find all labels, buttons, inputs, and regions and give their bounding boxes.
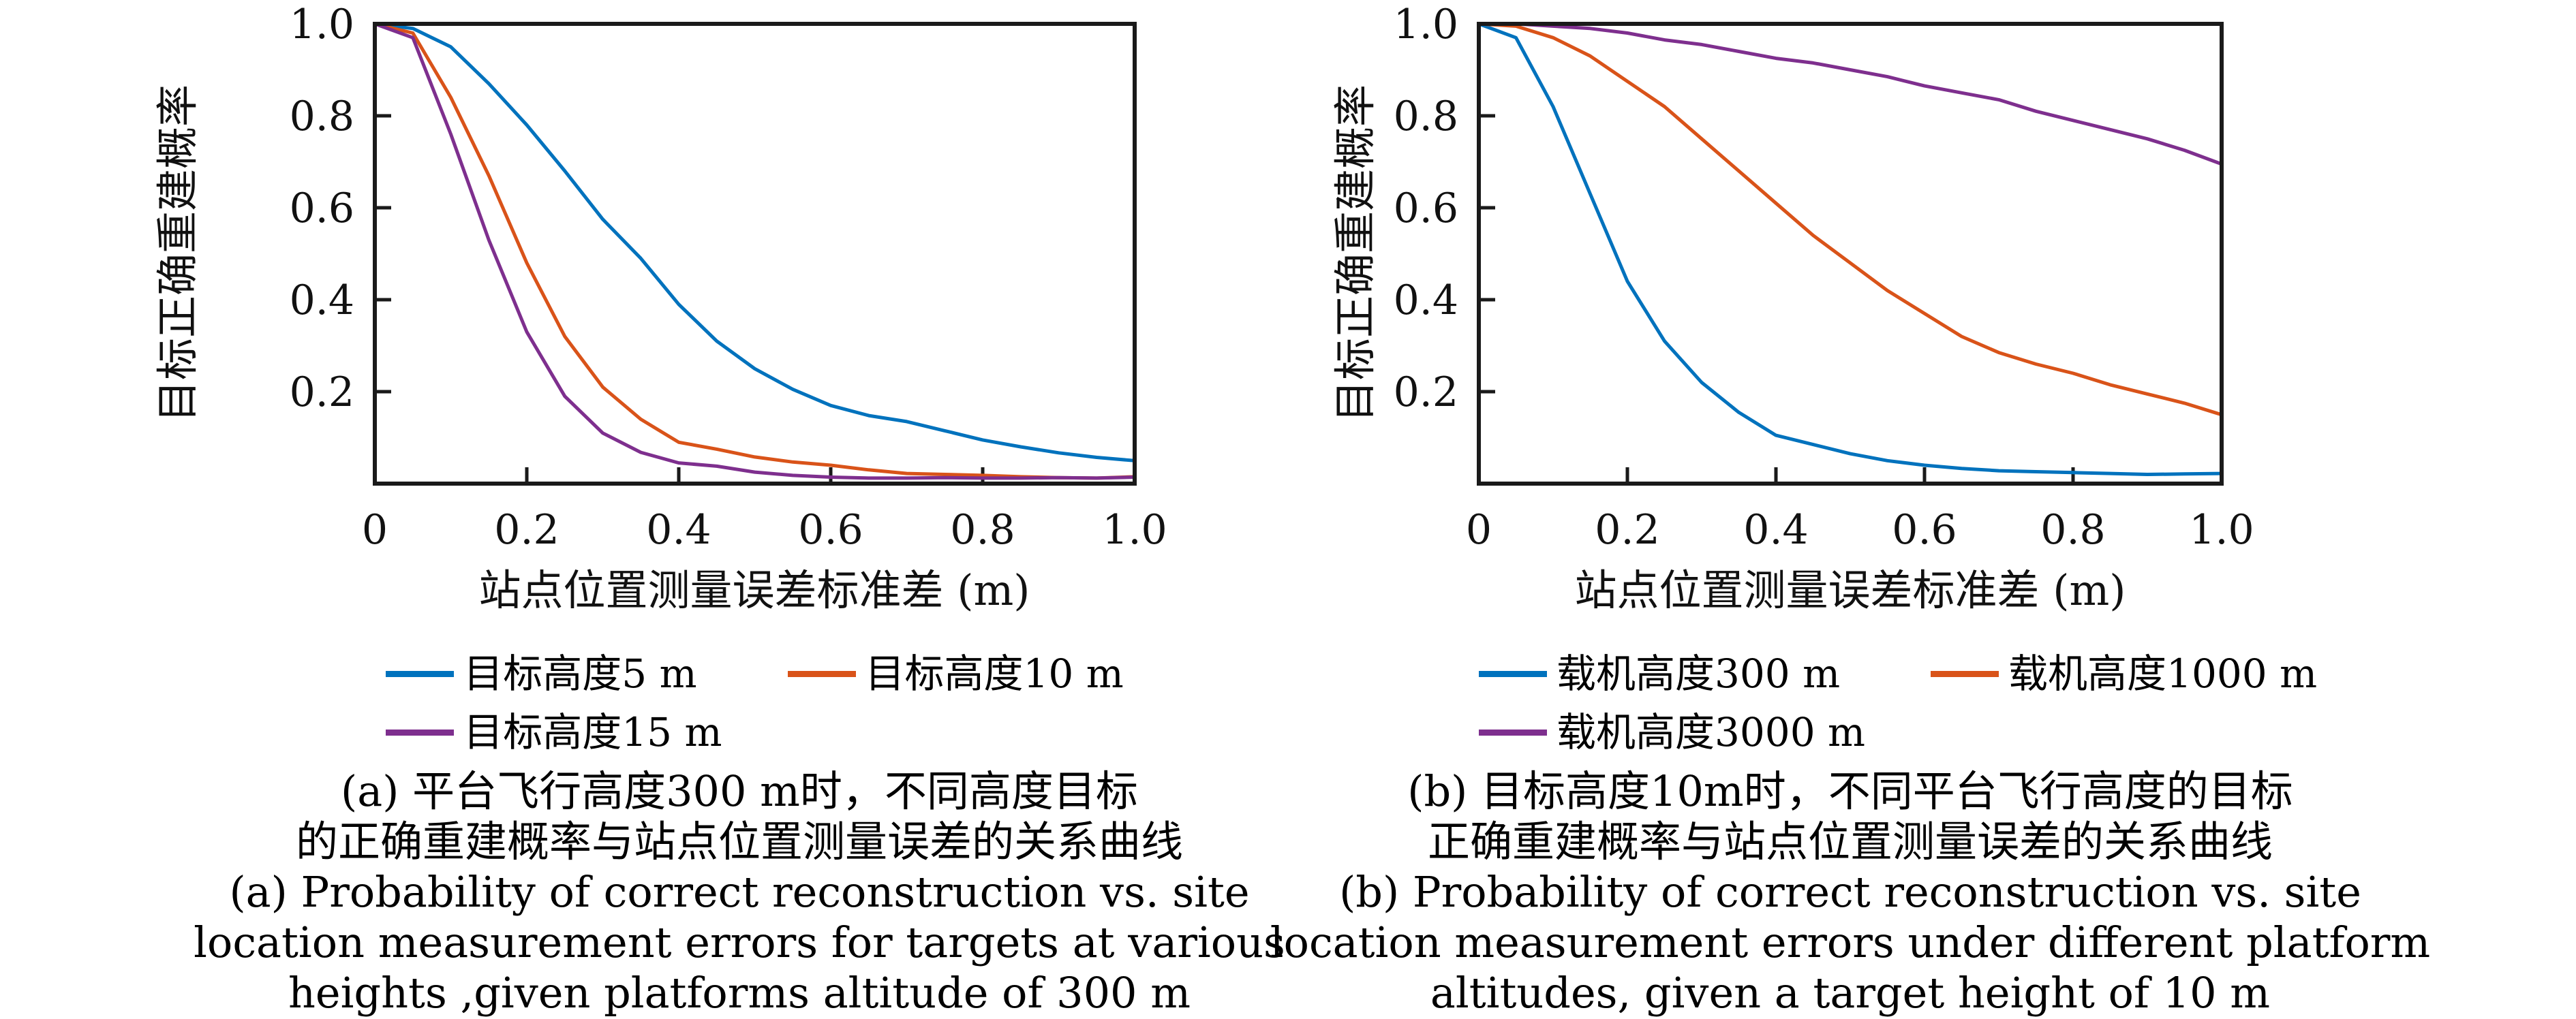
- y-tick-label: 1.0: [1394, 1, 1458, 48]
- legend-a: 目标高度5 m 目标高度10 m 目标高度15 m: [375, 644, 1135, 754]
- legend-b: 载机高度300 m 载机高度1000 m 载机高度3000 m: [1479, 644, 2317, 754]
- panel-a: 目标正确重建概率 站点位置测量误差标准差 (m) 0 0.2 0.4 0.6 0.8 1.…: [153, 1, 1285, 1018]
- y-tick-label: 0.8: [290, 93, 354, 140]
- x-tick-label: 0.6: [798, 506, 863, 554]
- x-tick-label: 1.0: [2189, 506, 2254, 554]
- y-tick-label: 0.4: [290, 277, 354, 324]
- legend-item: 载机高度300 m: [1479, 652, 1865, 695]
- series-swatch: [1479, 670, 1547, 677]
- series-line-载机高度1000 m: [1477, 22, 2224, 417]
- legend-item: 目标高度10 m: [787, 650, 1124, 697]
- chart-b: 目标正确重建概率 站点位置测量误差标准差 (m) 0 0.2 0.4 0.6 0.8 1.…: [1330, 1, 2254, 615]
- legend-label: 目标高度15 m: [463, 709, 722, 755]
- y-tick-label: 0.4: [1394, 277, 1458, 324]
- legend-label: 目标高度5 m: [463, 650, 697, 697]
- x-axis-label: 站点位置测量误差标准差 (m): [1575, 565, 2126, 615]
- legend-label: 载机高度3000 m: [1557, 709, 1866, 755]
- series-line-载机高度300 m: [1477, 22, 2224, 476]
- x-tick-label: 0.8: [950, 506, 1015, 554]
- x-tick-label: 0.2: [494, 506, 559, 554]
- series-swatch: [1931, 670, 1999, 677]
- y-tick-label: 0.6: [290, 185, 354, 232]
- legend-item: 目标高度15 m: [386, 710, 722, 754]
- legend-label: 目标高度10 m: [865, 650, 1124, 697]
- series-line-目标高度15 m: [373, 22, 1137, 480]
- y-tick-label: 0.8: [1394, 93, 1458, 140]
- caption-a: (a) 平台飞行高度300 m时，不同高度目标 的正确重建概率与站点位置测量误差…: [95, 766, 1383, 1018]
- x-tick-label: 0.8: [2040, 506, 2105, 554]
- caption-line: location measurement errors for targets …: [194, 918, 1285, 967]
- legend-item: 目标高度5 m: [386, 652, 722, 695]
- y-tick-label: 0.6: [1394, 185, 1458, 232]
- y-tick-label: 1.0: [290, 1, 354, 48]
- series-swatch: [386, 670, 455, 677]
- panel-b: 目标正确重建概率 站点位置测量误差标准差 (m) 0 0.2 0.4 0.6 0.8 1.…: [1270, 0, 2576, 1019]
- plot-frame: [373, 22, 1137, 486]
- legend-label: 载机高度300 m: [1557, 650, 1841, 697]
- legend-item: 载机高度3000 m: [1479, 710, 1865, 754]
- caption-b: (b) 目标高度10m时，不同平台飞行高度的目标 正确重建概率与站点位置测量误差…: [1206, 766, 2494, 1018]
- caption-line: location measurement errors under differ…: [1270, 918, 2431, 967]
- series-line-载机高度3000 m: [1477, 22, 2224, 166]
- caption-line: heights ,given platforms altitude of 300…: [288, 968, 1191, 1018]
- y-tick-label: 0.2: [290, 369, 354, 416]
- y-axis-label: 目标正确重建概率: [153, 84, 202, 422]
- caption-line: (a) 平台飞行高度300 m时，不同高度目标: [341, 766, 1138, 816]
- x-axis-label: 站点位置测量误差标准差 (m): [479, 565, 1030, 615]
- x-tick-label: 0.2: [1595, 506, 1659, 554]
- caption-line: (b) 目标高度10m时，不同平台飞行高度的目标: [1407, 766, 2293, 816]
- caption-line: altitudes, given a target height of 10 m: [1430, 968, 2271, 1018]
- series-line-目标高度5 m: [373, 22, 1137, 463]
- x-tick-label: 0: [1466, 506, 1492, 554]
- plot-frame: [1477, 22, 2224, 486]
- x-tick-label: 0.4: [646, 506, 711, 554]
- series-line-目标高度10 m: [373, 22, 1137, 480]
- x-tick-label: 0.4: [1743, 506, 1808, 554]
- x-tick-label: 1.0: [1102, 506, 1167, 554]
- x-tick-label: 0: [362, 506, 388, 554]
- series-swatch: [787, 670, 856, 677]
- legend-label: 载机高度1000 m: [2008, 650, 2318, 697]
- chart-a: 目标正确重建概率 站点位置测量误差标准差 (m) 0 0.2 0.4 0.6 0.8 1.…: [153, 1, 1167, 615]
- series-swatch: [1479, 729, 1547, 736]
- legend-item: 载机高度1000 m: [1931, 652, 2317, 695]
- x-tick-label: 0.6: [1892, 506, 1957, 554]
- caption-line: 正确重建概率与站点位置测量误差的关系曲线: [1427, 817, 2273, 866]
- y-axis-label: 目标正确重建概率: [1330, 84, 1380, 422]
- caption-line: (b) Probability of correct reconstructio…: [1339, 867, 2361, 917]
- series-swatch: [386, 729, 455, 736]
- y-tick-label: 0.2: [1394, 369, 1458, 416]
- caption-line: (a) Probability of correct reconstructio…: [229, 867, 1250, 917]
- caption-line: 的正确重建概率与站点位置测量误差的关系曲线: [295, 817, 1183, 866]
